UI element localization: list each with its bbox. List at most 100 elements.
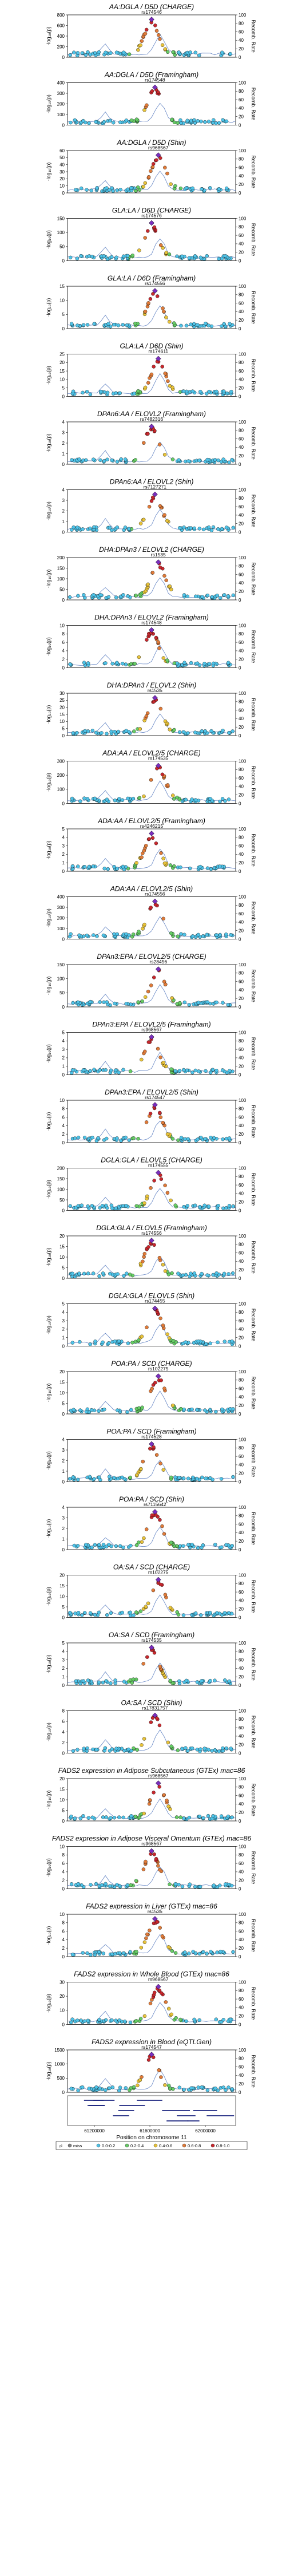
panel-17: DPAn3:EPA / ELOVL2/5 (Shin)0246810020406… [46,1088,256,1145]
panel-6: GLA:LA / D6D (Shin) 0 5 10 15 20 25 0 20 40 60 80 10… [46,342,256,400]
panel-5: GLA:LA / D6D (Framingham) 0 5 10 15 0 20 40 60 80… [46,274,256,331]
y2-tick-label: 60 [239,979,244,984]
snp-point [97,1680,101,1685]
snp-point [220,1545,224,1550]
snp-point [121,593,125,597]
snp-point [178,186,183,191]
y2-tick-label: 100 [239,1437,247,1442]
snp-point [146,582,150,586]
y-tick-label: 2 [62,441,65,446]
snp-point [162,513,166,517]
snp-point [184,1746,188,1750]
snp-point [191,1950,195,1954]
snp-point [186,1476,190,1481]
snp-point [101,933,106,938]
y2-tick-label: 0 [239,1072,241,1077]
snp-point [129,1814,133,1818]
snp-point [170,996,174,1000]
snp-point [115,1136,119,1140]
snp-point [150,571,155,575]
snp-point [176,1271,180,1275]
panel-21: POA:PA / SCD (CHARGE) 0 5 10 15 20 0 20 40 60 80 10… [46,1360,256,1417]
snp-point [227,1611,231,1615]
y-tick-label: 10 [59,183,65,188]
snp-point [92,1068,96,1072]
snp-point [94,1882,98,1886]
panel-title: FADS2 expression in Whole Blood (GTEx) m… [74,1970,229,1978]
snp-point [230,1815,234,1819]
snp-point [127,1138,132,1143]
y2-tick-label: 40 [239,1937,244,1942]
y2-tick-label: 80 [239,1785,244,1790]
legend-marker [67,2143,72,2148]
y-axis-label: -log₁₀(p) [46,1315,51,1334]
y-tick-label: 30 [59,169,65,175]
y2-tick-label: 60 [239,2064,244,2069]
snp-point [87,864,92,869]
y-axis-label: -log₁₀(p) [46,298,51,317]
y2-tick-label: 20 [239,521,244,527]
snp-point [120,798,125,802]
y2-tick-label: 20 [239,1132,244,1137]
y2-tick-label: 20 [239,929,244,934]
snp-point [69,1814,73,1819]
y-tick-label: 0 [62,733,65,738]
panel-20: DGLA:GLA / ELOVL5 (Shin) 0 1 2 3 4 5 0 20 40 60 80 1… [46,1292,256,1349]
snp-point [224,526,229,530]
y2-tick-label: 60 [239,1454,244,1459]
snp-point [146,1040,150,1044]
snp-point [187,256,192,260]
y2-tick-label: 0 [239,258,241,263]
y2-tick-label: 0 [239,55,241,60]
y2-tick-label: 80 [239,89,244,94]
snp-point [98,1000,102,1004]
snp-point [113,1068,118,1072]
snp-point [230,1543,234,1548]
snp-point [105,1613,109,1617]
snp-point [200,187,204,191]
snp-point [224,2088,228,2092]
y-tick-label: 0 [62,1140,65,1145]
y-axis-label: -log₁₀(p) [46,1858,51,1877]
snp-point [163,2083,167,2087]
y2-tick-label: 0 [239,1751,241,1756]
y-tick-label: 2 [62,1878,65,1883]
y-tick-label: 200 [57,101,65,106]
snp-point [169,587,173,591]
y2-tick-label: 20 [239,250,244,255]
snp-point [76,1135,81,1140]
lead-snp-marker [152,491,158,497]
y2-tick-label: 0 [239,1954,241,1959]
y-axis-label: -log₁₀(p) [46,1722,51,1741]
snp-point [210,1749,214,1753]
y2-axis-label: Recomb. Rate [251,1512,256,1545]
snp-point [89,1408,94,1412]
snp-point [186,459,190,463]
snp-point [153,1990,157,1995]
y-tick-label: 150 [57,216,65,221]
snp-point [211,661,216,666]
y2-tick-label: 0 [239,937,241,942]
y2-tick-label: 40 [239,513,244,518]
snp-point [162,1532,166,1536]
y-tick-label: 0 [62,1412,65,1417]
snp-point [133,1815,137,1819]
y-tick-label: 4 [62,420,65,425]
snp-point [81,323,86,327]
snp-point [188,866,192,871]
y-tick-label: 0 [62,123,65,128]
snp-point [89,1883,93,1887]
lead-snp-marker [149,2052,154,2057]
panel-title: DGLA:GLA / ELOVL5 (Shin) [109,1292,194,1300]
snp-point [78,799,82,803]
snp-point [216,1340,220,1345]
snp-point [222,1271,227,1276]
y2-tick-label: 40 [239,242,244,247]
y-tick-label: 6 [62,1719,65,1724]
snp-point [67,1476,72,1481]
snp-point [85,1746,89,1751]
snp-point [108,1884,112,1888]
snp-point [70,2017,74,2021]
snp-point [108,188,112,192]
snp-point [117,2088,121,2093]
